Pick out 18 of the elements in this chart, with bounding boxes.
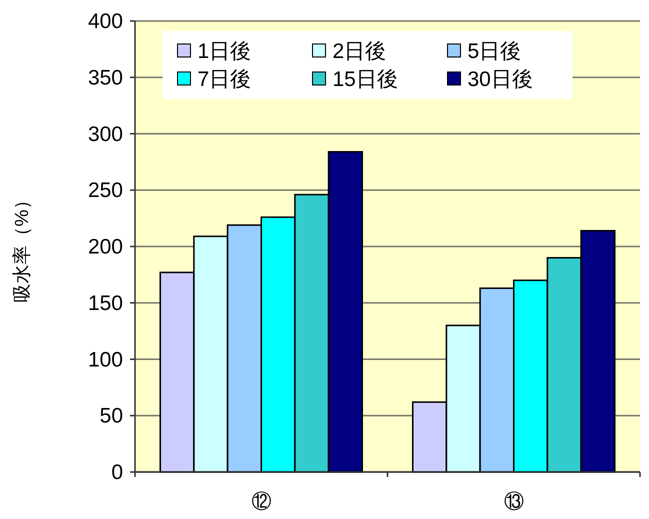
xtick: ⑬ <box>504 491 524 513</box>
ytick: 0 <box>111 461 123 484</box>
legend-label: 15日後 <box>332 68 398 91</box>
legend-label: 30日後 <box>468 68 533 91</box>
legend-label: 5日後 <box>468 40 522 63</box>
legend-label: 1日後 <box>198 40 252 63</box>
xtick: ⑫ <box>251 491 272 513</box>
legend-label: 2日後 <box>332 40 386 63</box>
ytick: 350 <box>88 66 123 90</box>
legend-label: 7日後 <box>198 68 252 91</box>
ytick: 200 <box>88 236 123 258</box>
ytick: 250 <box>88 179 123 202</box>
ytick: 400 <box>88 10 123 33</box>
ytick: 150 <box>88 292 123 315</box>
ylabel: 吸水率（%） <box>12 190 33 302</box>
ytick: 50 <box>100 404 123 428</box>
ytick: 300 <box>88 122 123 146</box>
ytick: 100 <box>88 348 123 372</box>
